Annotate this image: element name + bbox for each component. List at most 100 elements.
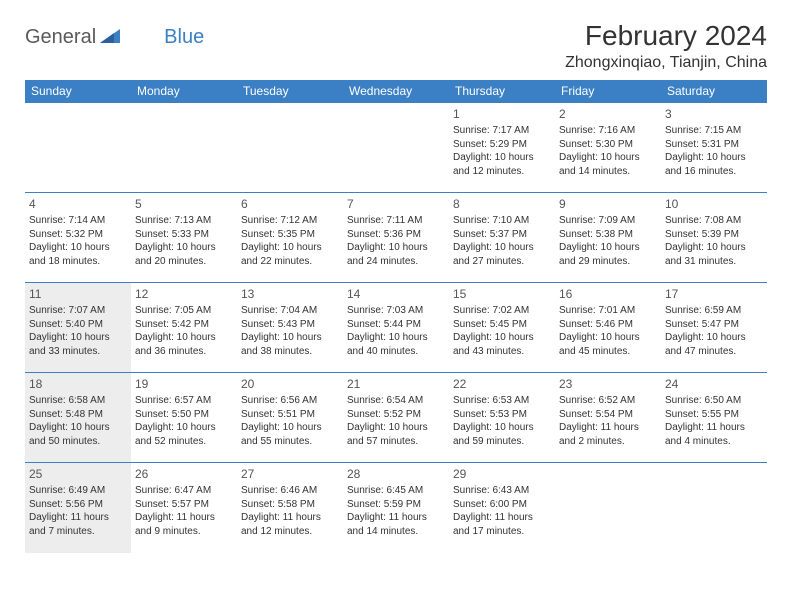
day-info-line: Daylight: 10 hours — [135, 331, 233, 345]
day-number: 9 — [559, 196, 657, 212]
day-info-line: and 52 minutes. — [135, 435, 233, 449]
day-info: Sunrise: 6:43 AMSunset: 6:00 PMDaylight:… — [453, 484, 551, 538]
logo: General Blue — [25, 20, 204, 49]
day-info: Sunrise: 6:57 AMSunset: 5:50 PMDaylight:… — [135, 394, 233, 448]
day-number: 18 — [29, 376, 127, 392]
day-info-line: Sunrise: 7:10 AM — [453, 214, 551, 228]
day-info: Sunrise: 6:58 AMSunset: 5:48 PMDaylight:… — [29, 394, 127, 448]
day-info-line: Daylight: 10 hours — [453, 151, 551, 165]
day-number: 5 — [135, 196, 233, 212]
day-info-line: Sunset: 6:00 PM — [453, 498, 551, 512]
day-info: Sunrise: 7:08 AMSunset: 5:39 PMDaylight:… — [665, 214, 763, 268]
day-info-line: Sunrise: 7:11 AM — [347, 214, 445, 228]
calendar-week-row: 18 Sunrise: 6:58 AMSunset: 5:48 PMDayligh… — [25, 373, 767, 463]
day-info: Sunrise: 6:47 AMSunset: 5:57 PMDaylight:… — [135, 484, 233, 538]
day-info-line: and 40 minutes. — [347, 345, 445, 359]
day-info-line: Sunrise: 6:50 AM — [665, 394, 763, 408]
day-info-line: and 18 minutes. — [29, 255, 127, 269]
calendar-day-cell: 19Sunrise: 6:57 AMSunset: 5:50 PMDayligh… — [131, 373, 237, 463]
calendar-day-cell: 11Sunrise: 7:07 AMSunset: 5:40 PMDayligh… — [25, 283, 131, 373]
calendar-day-cell: 1Sunrise: 7:17 AMSunset: 5:29 PMDaylight… — [449, 103, 555, 193]
day-info-line: and 22 minutes. — [241, 255, 339, 269]
day-info-line: and 47 minutes. — [665, 345, 763, 359]
day-info-line: Sunrise: 6:58 AM — [29, 394, 127, 408]
day-info: Sunrise: 6:52 AMSunset: 5:54 PMDaylight:… — [559, 394, 657, 448]
day-info: Sunrise: 6:49 AMSunset: 5:56 PMDaylight:… — [29, 484, 127, 538]
day-info: Sunrise: 7:10 AMSunset: 5:37 PMDaylight:… — [453, 214, 551, 268]
day-info-line: Sunset: 5:40 PM — [29, 318, 127, 332]
day-info-line: Sunset: 5:56 PM — [29, 498, 127, 512]
calendar-day-cell: 5Sunrise: 7:13 AMSunset: 5:33 PMDaylight… — [131, 193, 237, 283]
day-info-line: and 12 minutes. — [453, 165, 551, 179]
day-info-line: and 36 minutes. — [135, 345, 233, 359]
calendar-table: SundayMondayTuesdayWednesdayThursdayFrid… — [25, 80, 767, 553]
day-number: 3 — [665, 106, 763, 122]
day-info-line: and 24 minutes. — [347, 255, 445, 269]
day-info-line: Sunrise: 7:13 AM — [135, 214, 233, 228]
day-info: Sunrise: 6:45 AMSunset: 5:59 PMDaylight:… — [347, 484, 445, 538]
day-info-line: Daylight: 10 hours — [665, 151, 763, 165]
day-info: Sunrise: 7:15 AMSunset: 5:31 PMDaylight:… — [665, 124, 763, 178]
day-info-line: and 50 minutes. — [29, 435, 127, 449]
day-info-line: Sunset: 5:51 PM — [241, 408, 339, 422]
calendar-day-cell: 18 Sunrise: 6:58 AMSunset: 5:48 PMDayligh… — [25, 373, 131, 463]
day-info-line: Daylight: 10 hours — [29, 241, 127, 255]
day-info-line: Sunset: 5:36 PM — [347, 228, 445, 242]
calendar-day-cell: 21Sunrise: 6:54 AMSunset: 5:52 PMDayligh… — [343, 373, 449, 463]
day-number: 11 — [29, 286, 127, 302]
calendar-day-cell: 15 Sunrise: 7:02 AMSunset: 5:45 PMDayligh… — [449, 283, 555, 373]
calendar-week-row: 1Sunrise: 7:17 AMSunset: 5:29 PMDaylight… — [25, 103, 767, 193]
weekday-header: Wednesday — [343, 80, 449, 103]
weekday-header: Thursday — [449, 80, 555, 103]
day-info-line: Sunrise: 7:16 AM — [559, 124, 657, 138]
calendar-week-row: 4Sunrise: 7:14 AMSunset: 5:32 PMDaylight… — [25, 193, 767, 283]
day-info-line: Daylight: 10 hours — [453, 421, 551, 435]
day-info-line: and 27 minutes. — [453, 255, 551, 269]
calendar-day-cell: 28 Sunrise: 6:45 AMSunset: 5:59 PMDayligh… — [343, 463, 449, 553]
day-info-line: Daylight: 10 hours — [135, 421, 233, 435]
day-info-line: Sunset: 5:47 PM — [665, 318, 763, 332]
calendar-day-cell — [237, 103, 343, 193]
day-info-line: Daylight: 10 hours — [347, 241, 445, 255]
day-info-line: Sunset: 5:54 PM — [559, 408, 657, 422]
calendar-day-cell: 16 Sunrise: 7:01 AMSunset: 5:46 PMDayligh… — [555, 283, 661, 373]
day-info-line: Sunset: 5:58 PM — [241, 498, 339, 512]
day-number: 8 — [453, 196, 551, 212]
day-info: Sunrise: 7:14 AMSunset: 5:32 PMDaylight:… — [29, 214, 127, 268]
day-info: Sunrise: 7:04 AMSunset: 5:43 PMDaylight:… — [241, 304, 339, 358]
day-number: 2 — [559, 106, 657, 122]
day-info-line: Sunset: 5:45 PM — [453, 318, 551, 332]
day-info: Sunrise: 7:01 AMSunset: 5:46 PMDaylight:… — [559, 304, 657, 358]
day-number: 28 — [347, 466, 445, 482]
day-info-line: Sunset: 5:55 PM — [665, 408, 763, 422]
day-info-line: Daylight: 10 hours — [29, 331, 127, 345]
day-info: Sunrise: 6:50 AMSunset: 5:55 PMDaylight:… — [665, 394, 763, 448]
day-info: Sunrise: 6:46 AMSunset: 5:58 PMDaylight:… — [241, 484, 339, 538]
day-number: 27 — [241, 466, 339, 482]
day-number: 16 — [559, 286, 657, 302]
day-info-line: Sunset: 5:52 PM — [347, 408, 445, 422]
day-info-line: Sunrise: 7:14 AM — [29, 214, 127, 228]
day-info-line: Daylight: 10 hours — [559, 241, 657, 255]
day-number: 15 — [453, 286, 551, 302]
day-info-line: and 14 minutes. — [347, 525, 445, 539]
day-info: Sunrise: 7:03 AMSunset: 5:44 PMDaylight:… — [347, 304, 445, 358]
day-info-line: and 59 minutes. — [453, 435, 551, 449]
day-info-line: Sunrise: 7:15 AM — [665, 124, 763, 138]
weekday-header: Tuesday — [237, 80, 343, 103]
day-info-line: Sunset: 5:37 PM — [453, 228, 551, 242]
day-info-line: Daylight: 11 hours — [559, 421, 657, 435]
day-info-line: and 29 minutes. — [559, 255, 657, 269]
calendar-day-cell — [661, 463, 767, 553]
day-info-line: and 16 minutes. — [665, 165, 763, 179]
day-number: 10 — [665, 196, 763, 212]
day-info-line: Daylight: 11 hours — [241, 511, 339, 525]
day-info: Sunrise: 7:12 AMSunset: 5:35 PMDaylight:… — [241, 214, 339, 268]
calendar-week-row: 25Sunrise: 6:49 AMSunset: 5:56 PMDayligh… — [25, 463, 767, 553]
day-info: Sunrise: 7:02 AMSunset: 5:45 PMDaylight:… — [453, 304, 551, 358]
calendar-day-cell: 13Sunrise: 7:04 AMSunset: 5:43 PMDayligh… — [237, 283, 343, 373]
weekday-header: Friday — [555, 80, 661, 103]
day-info: Sunrise: 7:09 AMSunset: 5:38 PMDaylight:… — [559, 214, 657, 268]
day-info-line: Daylight: 10 hours — [665, 331, 763, 345]
day-number: 7 — [347, 196, 445, 212]
